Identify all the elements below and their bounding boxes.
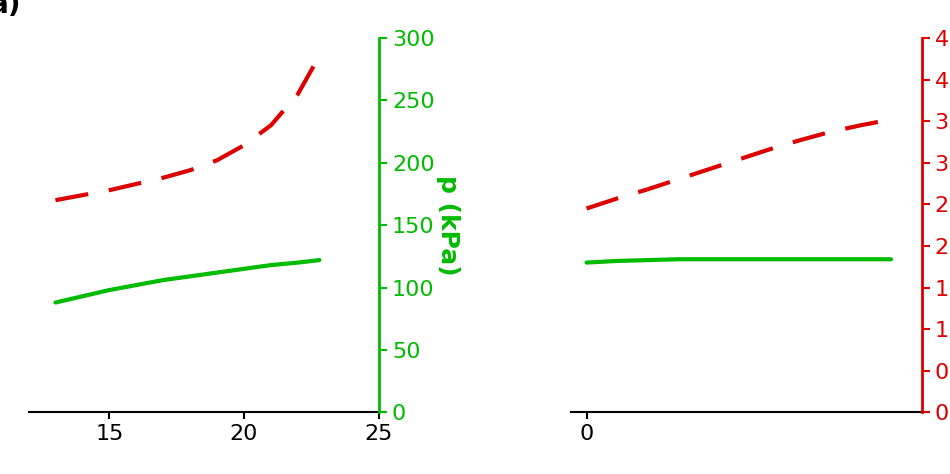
- Y-axis label: p (kPa): p (kPa): [435, 175, 460, 275]
- Text: a): a): [0, 0, 22, 19]
